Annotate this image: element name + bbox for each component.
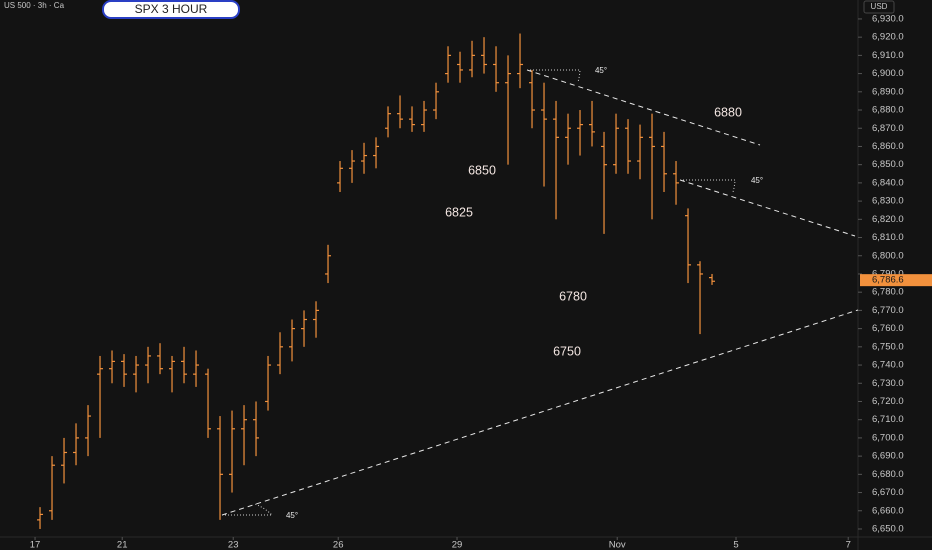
x-tick-label: Nov bbox=[609, 540, 626, 550]
y-tick-label: 6,780.0 bbox=[872, 287, 904, 298]
y-tick-label: 6,830.0 bbox=[872, 196, 904, 207]
title-pill bbox=[102, 0, 240, 19]
price-annotation: 6780 bbox=[559, 289, 587, 303]
y-tick-label: 6,850.0 bbox=[872, 159, 904, 170]
y-tick-label: 6,930.0 bbox=[872, 13, 904, 24]
y-tick-label: 6,690.0 bbox=[872, 451, 904, 462]
currency-box bbox=[863, 0, 895, 14]
price-annotation: 6825 bbox=[445, 205, 473, 219]
symbol-label: US 500 · 3h · Ca bbox=[4, 1, 65, 10]
x-tick-label: 23 bbox=[228, 540, 239, 550]
y-tick-label: 6,920.0 bbox=[872, 32, 904, 43]
y-tick-label: 6,900.0 bbox=[872, 68, 904, 79]
y-tick-label: 6,660.0 bbox=[872, 505, 904, 516]
price-annotation: 6850 bbox=[468, 163, 496, 177]
chart-title: SPX 3 HOUR bbox=[135, 2, 208, 16]
y-tick-label: 6,800.0 bbox=[872, 250, 904, 261]
y-tick-label: 6,710.0 bbox=[872, 414, 904, 425]
y-tick-label: 6,740.0 bbox=[872, 360, 904, 371]
x-tick-label: 5 bbox=[733, 540, 738, 550]
y-tick-label: 6,720.0 bbox=[872, 396, 904, 407]
y-tick-label: 6,730.0 bbox=[872, 378, 904, 389]
y-tick-label: 6,650.0 bbox=[872, 524, 904, 535]
y-tick-label: 6,910.0 bbox=[872, 50, 904, 61]
angle-label: 45° bbox=[286, 511, 298, 520]
y-tick-label: 6,760.0 bbox=[872, 323, 904, 334]
x-tick-label: 26 bbox=[333, 540, 344, 550]
y-tick-label: 6,890.0 bbox=[872, 86, 904, 97]
angle-marks bbox=[222, 69, 736, 516]
y-tick-label: 6,770.0 bbox=[872, 305, 904, 316]
y-tick-label: 6,750.0 bbox=[872, 341, 904, 352]
x-tick-label: 21 bbox=[117, 540, 128, 550]
y-tick-label: 6,810.0 bbox=[872, 232, 904, 243]
y-tick-label: 6,880.0 bbox=[872, 105, 904, 116]
angle-arc bbox=[527, 69, 581, 83]
angle-arc bbox=[680, 179, 736, 193]
x-tick-label: 17 bbox=[30, 540, 41, 550]
price-annotation: 6880 bbox=[714, 105, 742, 119]
trend-line bbox=[679, 179, 856, 237]
last-price-box bbox=[860, 274, 932, 287]
last-price-label: 6,786.6 bbox=[872, 275, 904, 286]
currency-label: USD bbox=[871, 2, 888, 11]
angle-label: 45° bbox=[595, 66, 607, 75]
y-tick-label: 6,680.0 bbox=[872, 469, 904, 480]
y-tick-label: 6,870.0 bbox=[872, 123, 904, 134]
y-tick-label: 6,820.0 bbox=[872, 214, 904, 225]
y-tick-label: 6,700.0 bbox=[872, 432, 904, 443]
x-tick-label: 7 bbox=[846, 540, 851, 550]
x-tick-label: 29 bbox=[452, 540, 463, 550]
trend-line bbox=[221, 309, 859, 516]
y-tick-label: 6,670.0 bbox=[872, 487, 904, 498]
price-annotation: 6750 bbox=[553, 344, 581, 358]
y-tick-label: 6,860.0 bbox=[872, 141, 904, 152]
y-tick-label: 6,840.0 bbox=[872, 177, 904, 188]
trend-line bbox=[526, 69, 761, 146]
angle-arc bbox=[222, 503, 274, 516]
angle-label: 45° bbox=[751, 176, 763, 185]
y-tick-label: 6,790.0 bbox=[872, 268, 904, 279]
trend-lines bbox=[221, 69, 859, 516]
